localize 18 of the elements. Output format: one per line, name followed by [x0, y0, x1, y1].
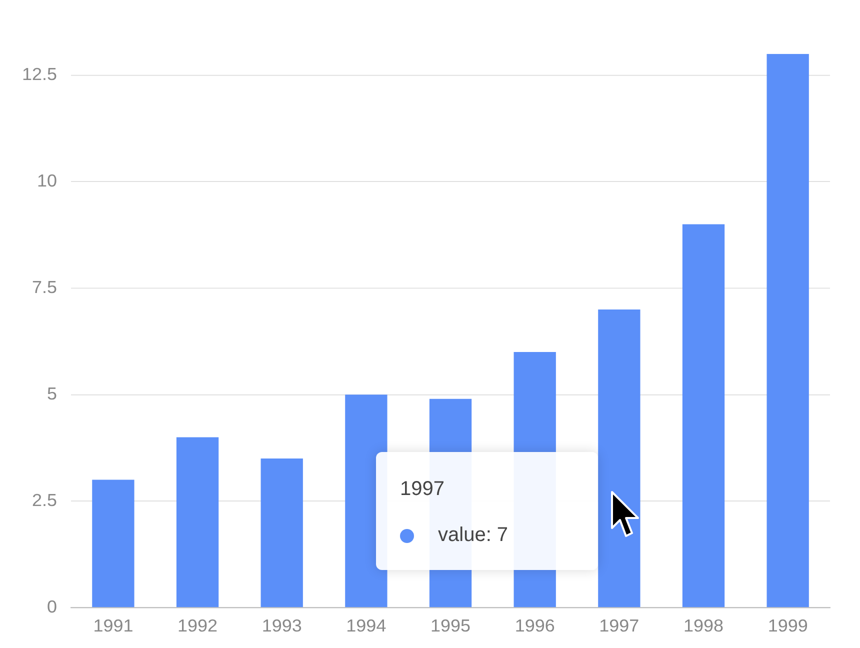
y-tick-label: 5	[47, 384, 58, 404]
x-tick-label: 1992	[178, 616, 218, 636]
x-tick-label: 1996	[514, 616, 556, 636]
annotation: value: 7	[438, 524, 508, 547]
annotation: 1997	[400, 478, 444, 501]
y-tick-label: 2.5	[32, 490, 58, 510]
x-tick-label: 1999	[768, 616, 808, 636]
y-tick-label: 7.5	[32, 277, 58, 297]
x-tick-label: 1994	[346, 616, 386, 636]
x-tick-label: 1998	[683, 616, 724, 636]
y-tick-label: 0	[47, 596, 58, 616]
y-tick-label: 10	[37, 170, 58, 190]
x-tick-label: 1993	[262, 616, 302, 636]
tooltip-box: 1997 value: 7	[376, 452, 598, 570]
x-tick-label: 1995	[430, 616, 471, 636]
x-tick-label: 1997	[599, 616, 640, 636]
x-tick-label: 1991	[93, 616, 134, 636]
y-tick-label: 12.5	[22, 64, 58, 84]
